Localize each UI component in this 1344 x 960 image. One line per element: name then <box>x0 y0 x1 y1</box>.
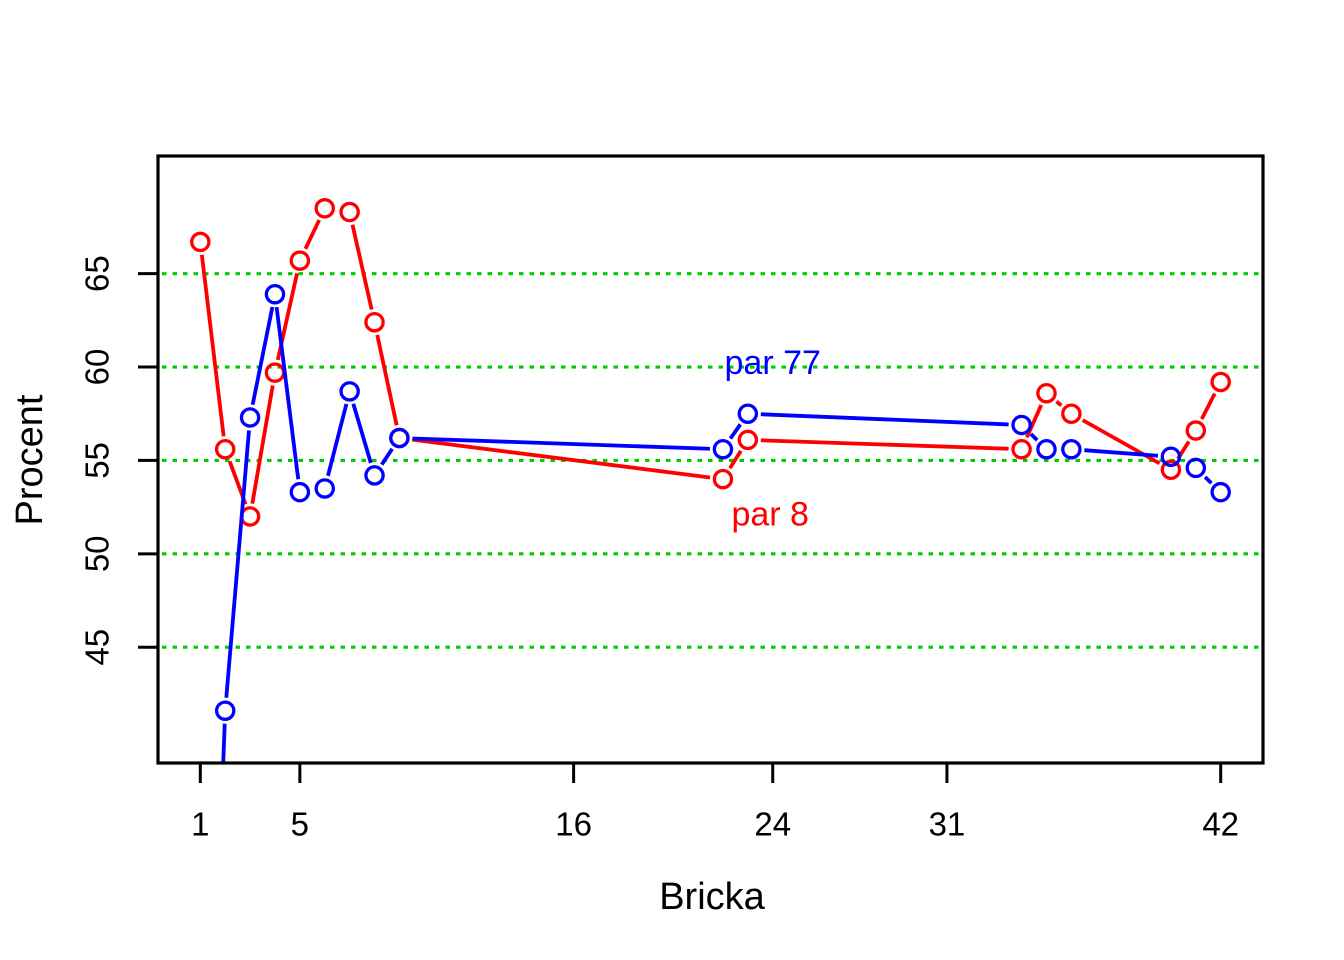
line-segment <box>250 385 275 504</box>
data-point-marker <box>214 700 236 721</box>
data-point-marker <box>1210 481 1231 503</box>
line-segment <box>1084 448 1159 458</box>
data-point-marker <box>389 427 410 449</box>
line-segment <box>274 306 301 480</box>
data-point-marker <box>239 407 261 428</box>
line-segment <box>351 403 373 464</box>
line-segment <box>380 447 394 466</box>
line-segment <box>326 403 349 477</box>
x-axis-tick-label: 5 <box>291 806 309 843</box>
gridlines <box>162 272 1259 649</box>
data-point-marker <box>214 438 236 460</box>
x-axis: 1 5 16 24 31 42 <box>191 763 1239 843</box>
data-point-marker <box>364 311 385 333</box>
line-segment <box>1200 392 1217 420</box>
x-axis-tick-label: 16 <box>555 806 592 843</box>
line-segment <box>303 219 321 250</box>
data-point-marker <box>1185 457 1207 479</box>
y-axis-tick-label: 50 <box>79 535 116 572</box>
data-point-marker <box>1160 459 1182 481</box>
data-point-marker <box>364 465 385 486</box>
x-axis-tick-label: 31 <box>929 806 966 843</box>
line-segment <box>1203 475 1213 485</box>
data-point-marker <box>264 283 286 305</box>
data-point-marker <box>1036 382 1057 404</box>
series-label-par-77: par 77 <box>725 344 821 382</box>
x-axis-tick-label: 24 <box>754 806 791 843</box>
line-segment <box>350 224 374 310</box>
y-axis-title: Procent <box>9 394 51 525</box>
line-segment <box>224 430 251 698</box>
data-point-marker <box>1011 414 1032 436</box>
line-segment <box>1029 432 1039 442</box>
line-segment <box>1055 400 1063 407</box>
y-axis-tick-label: 65 <box>79 255 116 292</box>
data-point-marker <box>737 403 759 424</box>
data-point-marker <box>1210 371 1231 393</box>
x-axis-title: Bricka <box>659 876 765 918</box>
line-segment <box>375 334 399 426</box>
data-point-marker <box>1011 438 1032 460</box>
line-segment <box>728 449 743 470</box>
data-point-marker <box>339 381 360 402</box>
data-point-marker <box>339 201 360 223</box>
x-axis-tick-label: 42 <box>1202 806 1239 843</box>
data-point-marker <box>1185 420 1207 441</box>
line-segment <box>250 306 275 406</box>
line-segment <box>1025 404 1043 439</box>
data-point-marker <box>1160 446 1182 467</box>
series-label-par-8: par 8 <box>731 495 809 533</box>
line-segment <box>412 436 711 451</box>
x-axis-tick-label: 1 <box>191 806 209 843</box>
data-point-marker <box>314 478 335 499</box>
data-point-marker <box>289 250 311 271</box>
line-segment <box>760 438 1009 451</box>
data-point-marker <box>712 468 734 490</box>
y-axis-tick-label: 60 <box>79 349 116 386</box>
data-point-marker <box>737 429 759 451</box>
line-segment <box>412 437 711 480</box>
line-segment <box>760 412 1009 427</box>
data-point-marker <box>1036 438 1057 460</box>
y-axis: 45 50 55 60 65 <box>79 255 158 666</box>
data-point-marker <box>1061 438 1082 460</box>
data-point-marker <box>1061 403 1082 424</box>
series-par-77 <box>214 283 1231 763</box>
data-point-marker <box>712 438 734 460</box>
line-segment <box>728 423 742 440</box>
line-segment <box>199 254 226 437</box>
data-point-marker <box>289 481 311 503</box>
data-point-marker <box>314 198 335 219</box>
y-axis-tick-label: 45 <box>79 629 116 666</box>
y-axis-tick-label: 55 <box>79 442 116 479</box>
data-point-marker <box>190 231 211 253</box>
